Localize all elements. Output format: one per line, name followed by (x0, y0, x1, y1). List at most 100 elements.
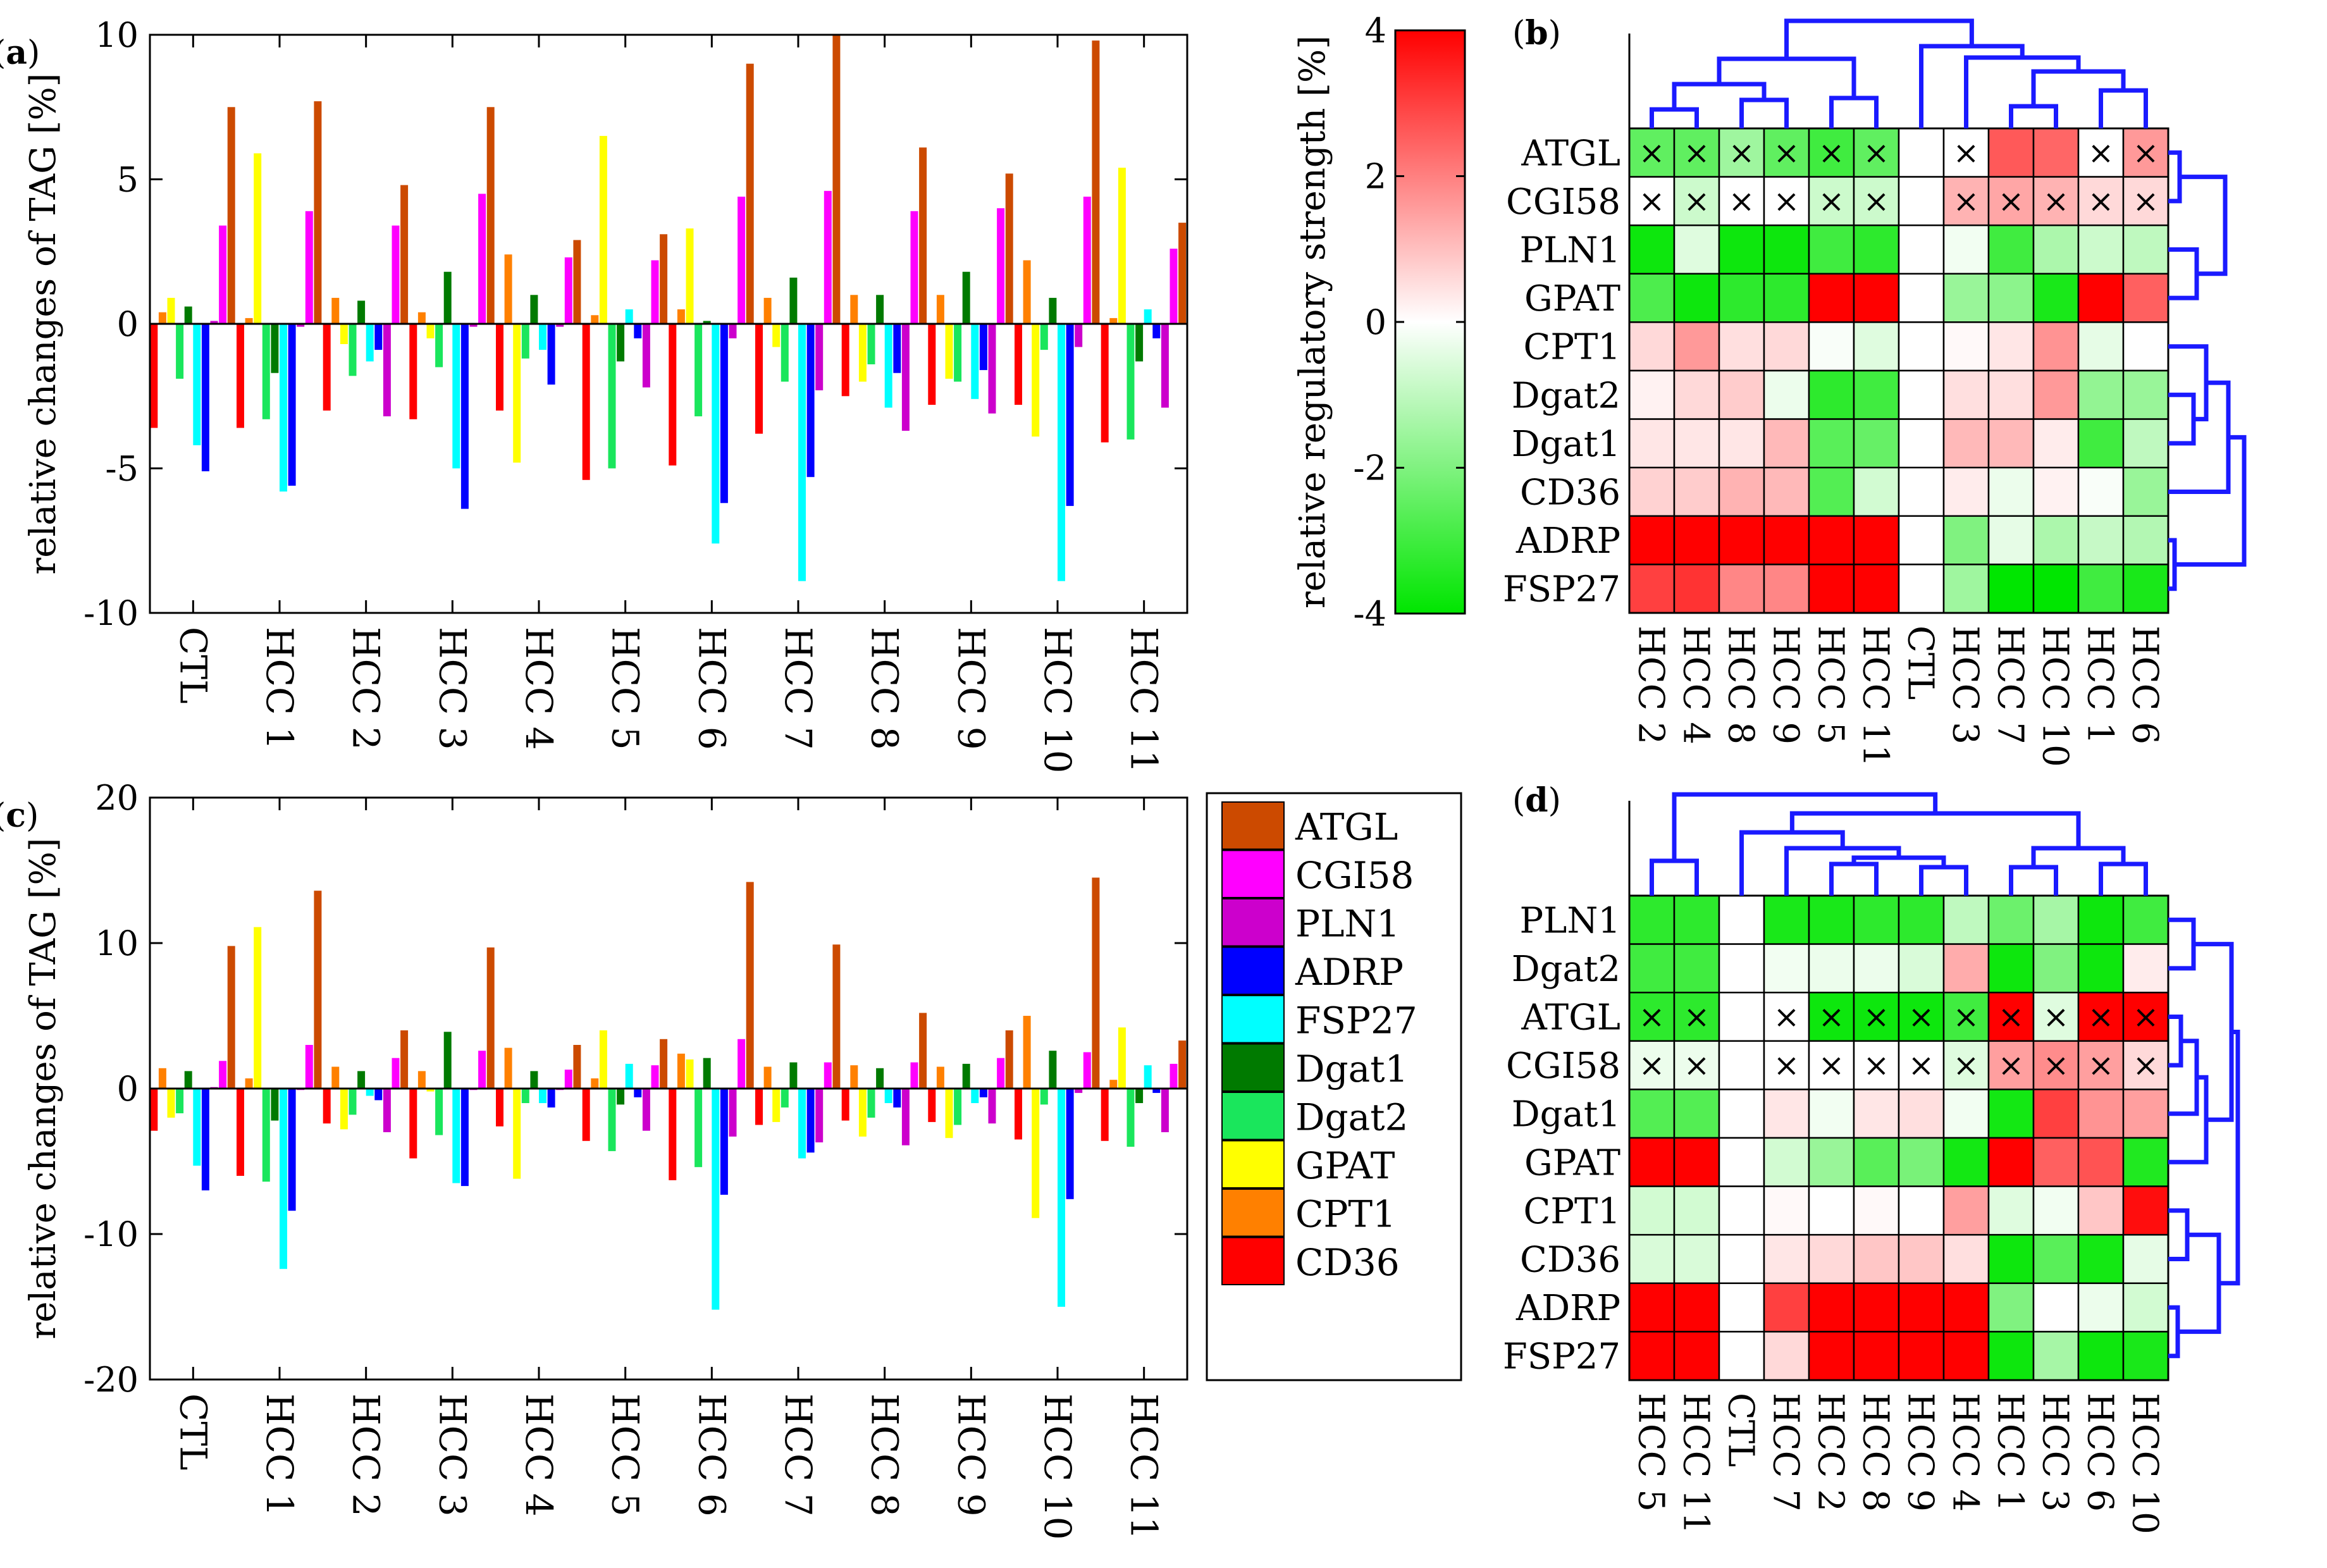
cell-gpat-hcc-2 (1628, 273, 1676, 323)
cell-dgat1-ctl (1718, 1089, 1765, 1139)
x-tick-label: CTL (171, 1393, 214, 1471)
cell-dgat1-hcc-9 (1763, 418, 1810, 469)
column-label-hcc-2: HCC 2 (1631, 626, 1672, 744)
bar-cpt1-hcc-7 (763, 1066, 772, 1089)
cell-cgi58-hcc-1 (2077, 176, 2125, 226)
bar-pln1-hcc-10 (1075, 1089, 1083, 1093)
bar-pln1-hcc-10 (1075, 324, 1083, 347)
bar-gpat-hcc-10 (1032, 324, 1040, 437)
cell-fsp27-hcc-4 (1942, 1331, 1990, 1381)
y-tick-label: 0 (117, 304, 139, 344)
cross-marker: × (1863, 1047, 1890, 1083)
y-tick-label: -20 (83, 1360, 139, 1400)
cell-pln1-hcc-3 (2032, 894, 2080, 945)
panel-label-open: ( (1512, 15, 1525, 52)
colorbar-tick-label: 2 (1365, 157, 1386, 197)
x-tick-label: HCC 7 (777, 627, 820, 750)
panel-label-open: ( (0, 34, 6, 72)
cell-pln1-hcc-2 (1808, 894, 1855, 945)
cell-cd36-hcc-2 (1628, 466, 1676, 517)
cross-marker: × (2088, 183, 2114, 219)
legend-label-cpt1: CPT1 (1295, 1192, 1396, 1235)
cell-cpt1-hcc-4 (1942, 1185, 1990, 1236)
cell-fsp27-hcc-3 (1942, 564, 1990, 614)
row-label-pln1: PLN1 (1520, 900, 1621, 941)
bar-dgat2-hcc-2 (349, 1089, 357, 1115)
bar-cpt1-ctl (158, 312, 166, 324)
dendrogram-branch-top (1829, 96, 1879, 128)
column-label-hcc-9: HCC 9 (1765, 626, 1806, 744)
cell-fsp27-hcc-7 (1987, 564, 2035, 614)
dendrogram-branch-top (1964, 55, 2081, 128)
panel-label-letter: c (6, 796, 26, 835)
cell-dgat2-hcc-9 (1898, 943, 1945, 994)
bar-cd36-hcc-10 (1015, 1089, 1022, 1140)
panel-label: (d) (1512, 781, 1561, 820)
cell-cpt1-hcc-10 (2032, 321, 2080, 372)
bar-gpat-hcc-8 (858, 324, 867, 382)
legend-swatch-dgat1 (1221, 1043, 1285, 1092)
bar-dgat2-hcc-1 (262, 1089, 270, 1182)
dendrogram-branch-right (2168, 1015, 2183, 1068)
bar-atgl-hcc-10 (1092, 40, 1100, 324)
cell-adrp-hcc-4 (1673, 515, 1720, 565)
cell-adrp-hcc-7 (1763, 1282, 1810, 1333)
bar-cd36-hcc-5 (582, 1089, 590, 1141)
cell-gpat-hcc-7 (1987, 273, 2035, 323)
cell-dgat1-hcc-5 (1808, 418, 1855, 469)
cell-dgat1-hcc-7 (1987, 418, 2035, 469)
bar-adrp-hcc-11 (1152, 1089, 1161, 1093)
cell-cgi58-hcc-4 (1942, 1040, 1990, 1090)
cross-marker: × (1818, 183, 1845, 219)
cell-pln1-hcc-7 (1763, 894, 1810, 945)
cell-cd36-ctl (1898, 466, 1945, 517)
bar-cgi58-hcc-1 (305, 211, 313, 324)
cell-fsp27-hcc-11 (1853, 564, 1900, 614)
dendrogram-branch-right (2180, 175, 2228, 276)
bar-gpat-hcc-10 (1032, 1089, 1040, 1218)
bar-pln1-hcc-4 (556, 324, 564, 327)
bar-dgat1-hcc-6 (703, 1058, 711, 1089)
cell-dgat1-hcc-6 (2077, 1089, 2125, 1139)
bar-gpat-hcc-11 (1118, 1027, 1126, 1089)
cell-cd36-hcc-3 (1942, 466, 1990, 517)
cross-marker: × (1639, 999, 1665, 1035)
cell-dgat2-hcc-11 (1673, 943, 1720, 994)
bar-dgat2-ctl (176, 1089, 184, 1114)
column-label-hcc-1: HCC 1 (1990, 1393, 2031, 1512)
panel-label-close: ) (27, 34, 40, 72)
dendrogram-branch-top (1784, 18, 1974, 59)
bar-dgat1-hcc-1 (271, 1089, 279, 1121)
bar-atgl-hcc-9 (1005, 1030, 1013, 1089)
cell-fsp27-hcc-10 (2032, 564, 2080, 614)
column-label-hcc-3: HCC 3 (1945, 626, 1986, 744)
cell-dgat2-hcc-7 (1987, 369, 2035, 420)
cross-marker: × (1774, 1047, 1800, 1083)
cell-adrp-hcc-8 (1718, 515, 1765, 565)
bar-dgat2-hcc-11 (1126, 1089, 1135, 1147)
bar-dgat2-hcc-1 (262, 324, 270, 419)
dendrogram-branch-top (1650, 858, 1699, 896)
cell-gpat-hcc-3 (2032, 1137, 2080, 1187)
cell-adrp-hcc-10 (2032, 515, 2080, 565)
bar-cgi58-hcc-2 (392, 225, 400, 324)
cell-cpt1-hcc-6 (2077, 1185, 2125, 1236)
y-tick-label: 20 (95, 778, 139, 818)
cross-marker: × (1953, 134, 1980, 171)
bar-cgi58-hcc-8 (910, 211, 918, 324)
row-label-fsp27: FSP27 (1503, 569, 1620, 610)
cell-cd36-hcc-8 (1718, 466, 1765, 517)
cell-pln1-hcc-6 (2077, 894, 2125, 945)
bar-fsp27-hcc-1 (280, 1089, 287, 1269)
bar-adrp-hcc-8 (893, 324, 901, 373)
bar-cgi58-hcc-2 (392, 1058, 400, 1089)
cell-adrp-hcc-7 (1987, 515, 2035, 565)
cell-adrp-hcc-11 (1853, 515, 1900, 565)
bar-adrp-hcc-2 (374, 324, 383, 350)
cell-adrp-hcc-5 (1628, 1282, 1676, 1333)
dendrogram-branch-top (2009, 865, 2058, 896)
bar-gpat-hcc-2 (340, 1089, 348, 1130)
bar-adrp-hcc-6 (720, 324, 728, 503)
cross-marker: × (1908, 1047, 1935, 1083)
bar-gpat-ctl (167, 297, 175, 324)
